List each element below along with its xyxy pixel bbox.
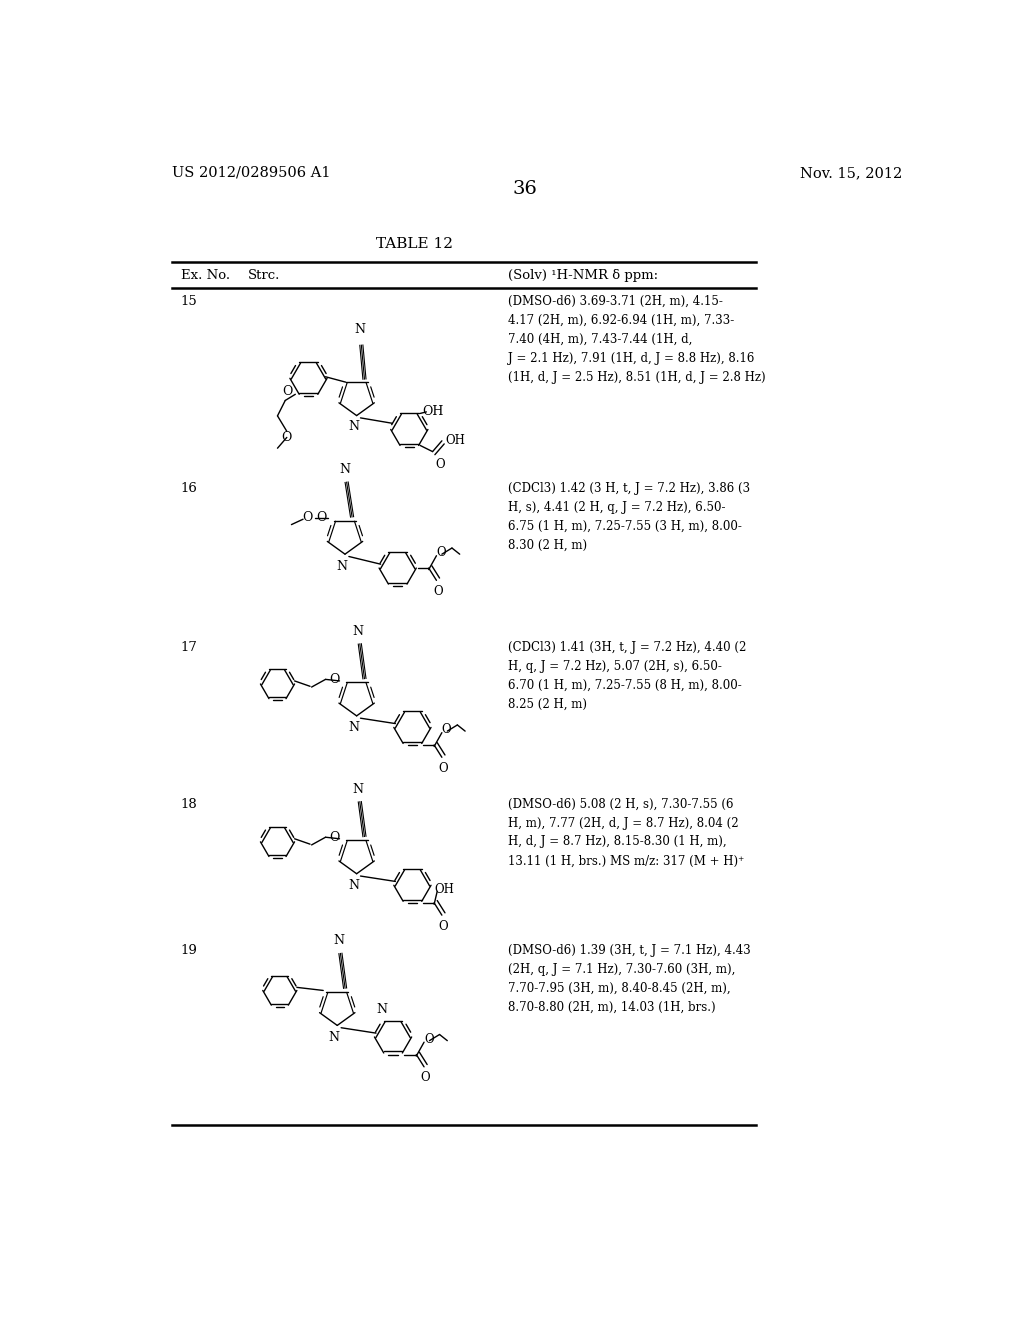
Text: O: O [438, 920, 449, 933]
Text: 16: 16 [180, 482, 198, 495]
Text: OH: OH [434, 883, 454, 896]
Text: Strc.: Strc. [248, 268, 281, 281]
Text: O: O [435, 458, 445, 471]
Text: O: O [424, 1032, 434, 1045]
Text: OH: OH [423, 405, 443, 418]
Text: US 2012/0289506 A1: US 2012/0289506 A1 [172, 166, 331, 180]
Text: O: O [421, 1072, 430, 1085]
Text: N: N [377, 1003, 388, 1016]
Text: (CDCl3) 1.42 (3 H, t, J = 7.2 Hz), 3.86 (3
H, s), 4.41 (2 H, q, J = 7.2 Hz), 6.5: (CDCl3) 1.42 (3 H, t, J = 7.2 Hz), 3.86 … [508, 482, 750, 552]
Text: N: N [352, 783, 364, 796]
Text: TABLE 12: TABLE 12 [376, 236, 454, 251]
Text: (DMSO-d6) 3.69-3.71 (2H, m), 4.15-
4.17 (2H, m), 6.92-6.94 (1H, m), 7.33-
7.40 (: (DMSO-d6) 3.69-3.71 (2H, m), 4.15- 4.17 … [508, 294, 765, 384]
Text: 17: 17 [180, 642, 198, 655]
Text: O: O [330, 673, 340, 686]
Text: O: O [316, 511, 327, 524]
Text: N: N [348, 879, 359, 892]
Text: O: O [282, 432, 292, 445]
Text: 36: 36 [512, 181, 538, 198]
Text: O: O [438, 762, 449, 775]
Text: O: O [433, 585, 442, 598]
Text: N: N [352, 624, 364, 638]
Text: (CDCl3) 1.41 (3H, t, J = 7.2 Hz), 4.40 (2
H, q, J = 7.2 Hz), 5.07 (2H, s), 6.50-: (CDCl3) 1.41 (3H, t, J = 7.2 Hz), 4.40 (… [508, 642, 746, 711]
Text: Nov. 15, 2012: Nov. 15, 2012 [800, 166, 902, 180]
Text: (DMSO-d6) 5.08 (2 H, s), 7.30-7.55 (6
H, m), 7.77 (2H, d, J = 8.7 Hz), 8.04 (2
H: (DMSO-d6) 5.08 (2 H, s), 7.30-7.55 (6 H,… [508, 797, 744, 867]
Text: N: N [334, 935, 344, 948]
Text: N: N [354, 323, 366, 337]
Text: Ex. No.: Ex. No. [180, 268, 229, 281]
Text: N: N [348, 721, 359, 734]
Text: N: N [337, 560, 347, 573]
Text: 19: 19 [180, 944, 198, 957]
Text: N: N [329, 1031, 340, 1044]
Text: 15: 15 [180, 294, 198, 308]
Text: OH: OH [445, 433, 465, 446]
Text: 18: 18 [180, 797, 198, 810]
Text: O: O [442, 723, 452, 737]
Text: N: N [348, 420, 359, 433]
Text: O: O [436, 546, 446, 560]
Text: O: O [283, 384, 293, 397]
Text: (DMSO-d6) 1.39 (3H, t, J = 7.1 Hz), 4.43
(2H, q, J = 7.1 Hz), 7.30-7.60 (3H, m),: (DMSO-d6) 1.39 (3H, t, J = 7.1 Hz), 4.43… [508, 944, 751, 1014]
Text: (Solv) ¹H-NMR δ ppm:: (Solv) ¹H-NMR δ ppm: [508, 268, 657, 281]
Text: N: N [340, 463, 350, 477]
Text: O: O [330, 830, 340, 843]
Text: O: O [302, 511, 313, 524]
